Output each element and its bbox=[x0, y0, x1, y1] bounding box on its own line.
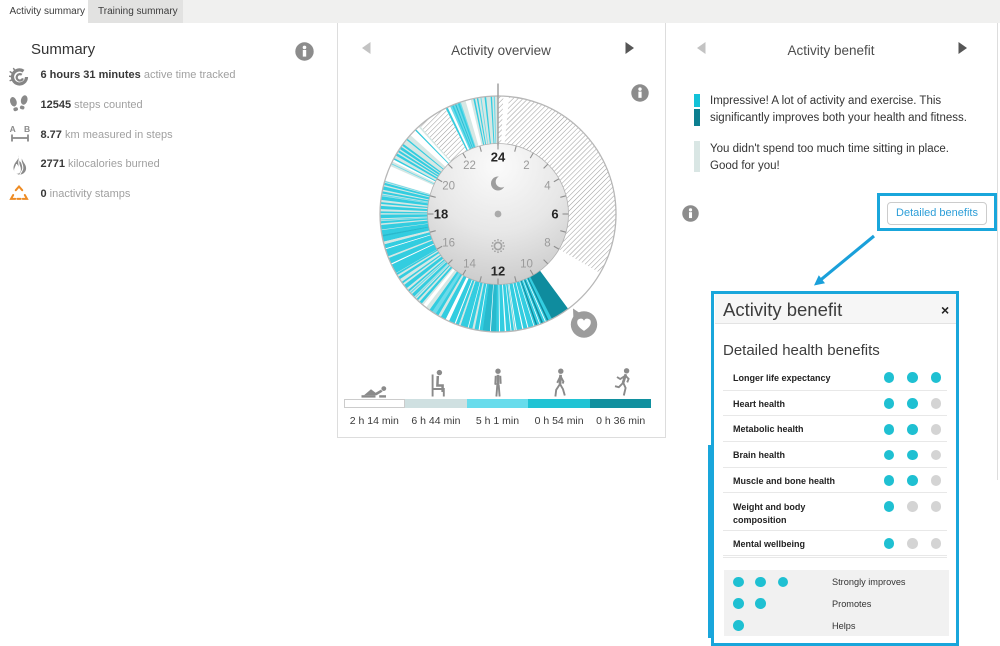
svg-text:22: 22 bbox=[463, 160, 476, 172]
svg-text:20: 20 bbox=[442, 181, 455, 193]
svg-text:14: 14 bbox=[463, 259, 476, 271]
svg-text:8: 8 bbox=[544, 238, 550, 250]
svg-text:4: 4 bbox=[544, 181, 551, 193]
svg-text:12: 12 bbox=[491, 264, 505, 279]
svg-text:24: 24 bbox=[491, 150, 506, 165]
svg-text:18: 18 bbox=[434, 207, 448, 222]
svg-text:B: B bbox=[24, 124, 30, 134]
svg-text:A: A bbox=[10, 124, 16, 134]
svg-text:2: 2 bbox=[523, 160, 529, 172]
svg-text:16: 16 bbox=[442, 238, 455, 250]
svg-text:6: 6 bbox=[551, 207, 558, 222]
svg-text:10: 10 bbox=[520, 259, 533, 271]
